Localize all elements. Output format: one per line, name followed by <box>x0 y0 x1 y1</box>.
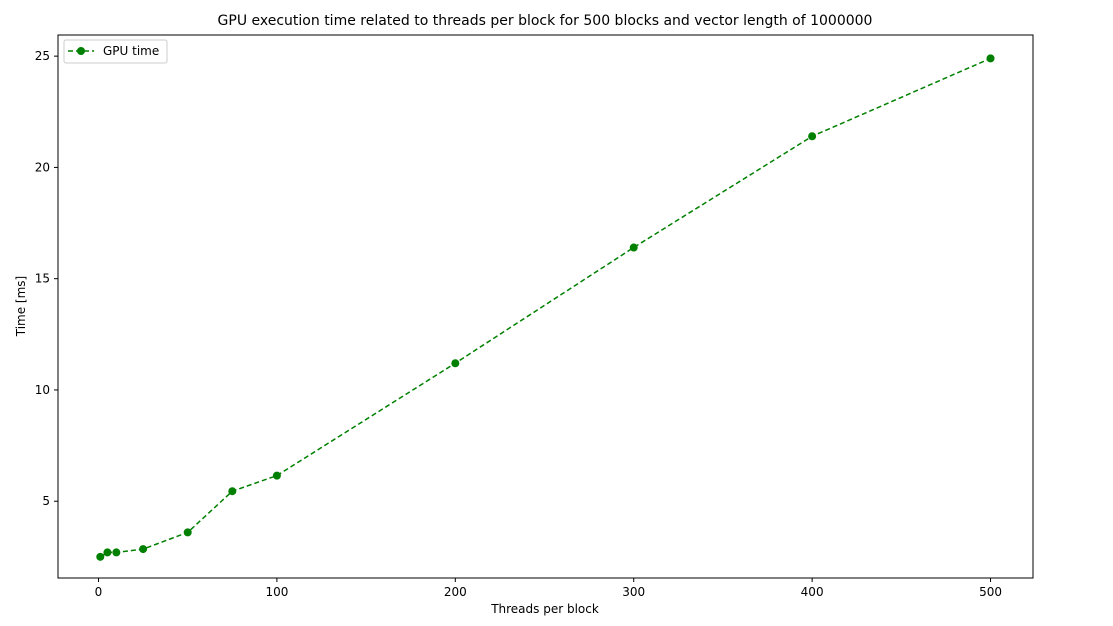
series-line <box>99 57 991 558</box>
legend-marker-sample <box>77 47 85 55</box>
data-point <box>228 487 237 496</box>
y-tick-label: 5 <box>42 494 50 508</box>
y-tick-label: 25 <box>35 49 50 63</box>
x-axis-ticks: 0 100 200 300 400 500 <box>95 578 1002 599</box>
plot-area <box>57 34 1034 579</box>
y-axis-ticks: 5 10 15 20 25 <box>35 49 58 508</box>
legend: GPU time <box>63 39 168 64</box>
x-axis-label: Threads per block <box>490 602 599 616</box>
legend-label: GPU time <box>103 44 159 58</box>
chart-title: GPU execution time related to threads pe… <box>218 13 873 29</box>
x-tick-label: 500 <box>979 585 1002 599</box>
x-tick-label: 100 <box>265 585 288 599</box>
data-point <box>272 471 281 480</box>
data-point <box>986 54 995 63</box>
data-point <box>139 545 148 554</box>
data-point <box>103 548 112 557</box>
y-axis-label: Time [ms] <box>14 276 28 338</box>
data-point <box>96 552 105 561</box>
data-point <box>808 132 817 141</box>
x-tick-label: 0 <box>95 585 103 599</box>
y-tick-label: 20 <box>35 160 50 174</box>
x-tick-label: 200 <box>444 585 467 599</box>
legend-box <box>63 39 168 64</box>
x-tick-label: 300 <box>622 585 645 599</box>
data-point <box>629 243 638 252</box>
data-point <box>112 548 121 557</box>
y-tick-label: 10 <box>35 383 50 397</box>
data-point <box>183 528 192 537</box>
y-tick-label: 15 <box>35 272 50 286</box>
x-tick-label: 400 <box>801 585 824 599</box>
series-layer <box>96 54 995 561</box>
data-point <box>451 359 460 368</box>
